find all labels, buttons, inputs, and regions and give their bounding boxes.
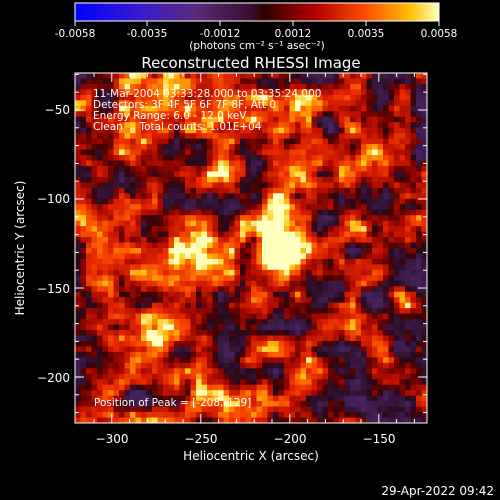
x-axis-label: Heliocentric X (arcsec) <box>183 449 319 463</box>
colorbar-tick-labels: -0.0058 -0.0035 -0.0012 0.0012 0.0035 0.0058 <box>55 28 458 40</box>
x-tick-label: −250 <box>185 432 218 446</box>
x-tick-label: −300 <box>96 432 129 446</box>
y-axis-label: Heliocentric Y (arcsec) <box>13 181 27 316</box>
colorbar-tick-label: -0.0012 <box>200 28 241 40</box>
colorbar-tick-label: 0.0035 <box>348 28 385 40</box>
x-axis: −300 −250 −200 −150 Heliocentric X (arcs… <box>96 432 396 463</box>
y-tick-label: −100 <box>37 192 70 206</box>
colorbar: -0.0058 -0.0035 -0.0012 0.0012 0.0035 0.0058 … <box>55 2 458 52</box>
plot-frame <box>74 72 428 424</box>
colorbar-tick-label: -0.0035 <box>127 28 168 40</box>
timestamp: 29-Apr-2022 09:42 <box>381 484 494 498</box>
colorbar-tick-label: 0.0012 <box>275 28 312 40</box>
y-tick-label: −150 <box>37 282 70 296</box>
peak-position-label: Position of Peak = [-208,-129] <box>94 397 251 409</box>
info-line-detectors: Detectors: 3F 4F 5F 6F 7F 8F, Att 0 <box>93 99 276 111</box>
x-tick-label: −200 <box>274 432 307 446</box>
colorbar-tick-label: -0.0058 <box>55 28 96 40</box>
y-axis: −50 −100 −150 −200 Heliocentric Y (arcse… <box>13 103 70 385</box>
info-line-energy: Energy Range: 6.0 - 12.0 keV <box>93 110 247 122</box>
colorbar-ticks <box>74 21 440 26</box>
colorbar-unit-label: (photons cm⁻² s⁻¹ asec⁻²) <box>189 40 324 52</box>
info-block: 11-Mar-2004 03:33:28.000 to 03:35:24.000… <box>93 88 321 133</box>
y-tick-label: −200 <box>37 371 70 385</box>
y-tick-label: −50 <box>45 103 70 117</box>
axis-ticks <box>75 73 427 423</box>
plot-title: Reconstructed RHESSI Image <box>141 54 360 72</box>
colorbar-gradient <box>74 2 440 22</box>
info-line-time: 11-Mar-2004 03:33:28.000 to 03:35:24.000 <box>93 88 321 100</box>
reconstructed-image <box>75 73 427 423</box>
colorbar-tick-label: 0.0058 <box>421 28 458 40</box>
x-tick-label: −150 <box>363 432 396 446</box>
info-line-counts: Clean Total counts: 1.01E+04 <box>93 121 262 133</box>
